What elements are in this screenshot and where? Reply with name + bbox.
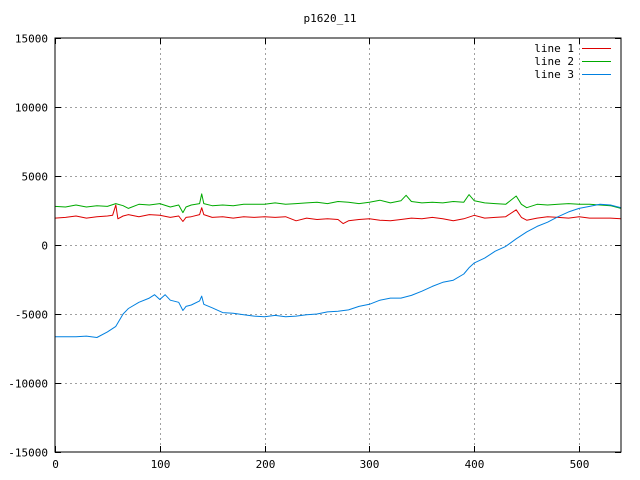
x-tick-label: 300: [360, 458, 380, 471]
x-tick-label: 0: [52, 458, 59, 471]
y-tick-label: 5000: [22, 171, 49, 184]
series-layer: [54, 193, 622, 338]
x-tick-label: 400: [465, 458, 485, 471]
series-line-1: [54, 204, 622, 225]
x-tick-label: 200: [256, 458, 276, 471]
y-tick-label: -15000: [8, 447, 48, 460]
chart-title: p1620_11: [304, 12, 357, 25]
x-tick-label: 100: [151, 458, 171, 471]
y-tick-label: 15000: [15, 33, 48, 46]
y-tick-label: -5000: [15, 309, 48, 322]
axis-ticks: -15000 -10000 -5000 0 5000 10000 15000 0 100 200 3…: [8, 33, 621, 471]
series-line-3: [55, 203, 622, 338]
x-tick-label: 500: [570, 458, 590, 471]
series-line-2: [54, 193, 622, 214]
y-tick-label: 10000: [15, 102, 48, 115]
grid-lines: [55, 38, 621, 452]
legend-label-2: line 2: [534, 55, 574, 68]
legend-label-1: line 1: [534, 42, 574, 55]
legend-label-3: line 3: [534, 68, 574, 81]
y-tick-label: -10000: [8, 378, 48, 391]
y-tick-label: 0: [41, 240, 48, 253]
